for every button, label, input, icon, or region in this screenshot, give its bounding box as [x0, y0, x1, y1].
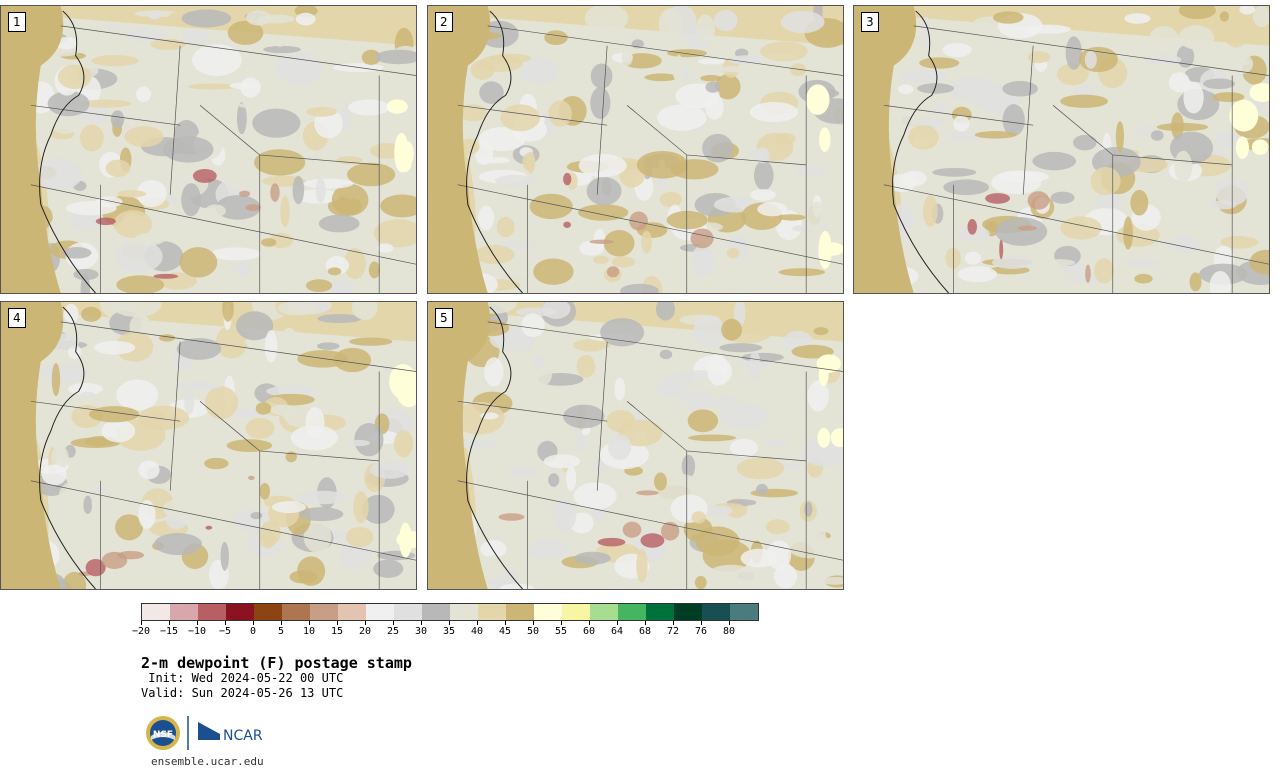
member-panel-4[interactable]: 4 — [0, 301, 417, 590]
colorbar-tick-label: 80 — [722, 626, 736, 637]
colorbar-segment — [562, 604, 590, 620]
colorbar-segment — [674, 604, 702, 620]
colorbar-tick — [561, 621, 562, 625]
colorbar-tick-label: 5 — [277, 626, 285, 637]
dewpoint-map-2 — [428, 6, 843, 293]
colorbar-tick-label: 25 — [386, 626, 400, 637]
colorbar-tick-label: 35 — [442, 626, 456, 637]
site-url[interactable]: ensemble.ucar.edu — [151, 755, 264, 768]
colorbar-ticks: −20 −15 −10 −5 0 5 10 15 20 25 30 35 40 45 50 55 60 64 68 7… — [132, 621, 757, 641]
colorbar-segment — [310, 604, 338, 620]
ncar-logo-text: NCAR — [223, 728, 263, 744]
colorbar-tick-label: 20 — [358, 626, 372, 637]
member-panel-2[interactable]: 2 — [427, 5, 844, 294]
colorbar-tick — [393, 621, 394, 625]
colorbar-tick — [673, 621, 674, 625]
colorbar-tick — [309, 621, 310, 625]
colorbar-tick — [449, 621, 450, 625]
colorbar-tick-label: 0 — [249, 626, 257, 637]
colorbar-tick — [253, 621, 254, 625]
colorbar-tick-label: −20 — [131, 626, 151, 637]
colorbar-tick-label: 50 — [526, 626, 540, 637]
dewpoint-map-5 — [428, 302, 843, 589]
colorbar-segment — [422, 604, 450, 620]
colorbar-segment — [198, 604, 226, 620]
colorbar-segment — [646, 604, 674, 620]
dewpoint-map-1 — [1, 6, 416, 293]
product-title: 2-m dewpoint (F) postage stamp — [141, 654, 412, 672]
colorbar-tick — [365, 621, 366, 625]
colorbar-tick — [197, 621, 198, 625]
colorbar-tick — [533, 621, 534, 625]
colorbar-segment — [254, 604, 282, 620]
colorbar-tick-label: −5 — [218, 626, 232, 637]
dewpoint-map-4 — [1, 302, 416, 589]
colorbar-segment — [702, 604, 730, 620]
ncar-logo-icon: NCAR — [198, 722, 263, 744]
colorbar-tick — [729, 621, 730, 625]
colorbar-tick — [505, 621, 506, 625]
logos: NSF NCAR — [145, 714, 275, 752]
member-label-4: 4 — [8, 308, 26, 328]
colorbar-tick-label: 45 — [498, 626, 512, 637]
colorbar — [141, 603, 759, 621]
valid-time: Valid: Sun 2024-05-26 13 UTC — [141, 686, 344, 700]
colorbar-tick-label: 15 — [330, 626, 344, 637]
colorbar-segment — [226, 604, 254, 620]
colorbar-tick — [589, 621, 590, 625]
colorbar-tick-label: −15 — [159, 626, 179, 637]
colorbar-tick — [421, 621, 422, 625]
colorbar-tick-label: 72 — [666, 626, 680, 637]
colorbar-tick — [477, 621, 478, 625]
colorbar-tick — [169, 621, 170, 625]
colorbar-segment — [338, 604, 366, 620]
nsf-logo-icon: NSF — [146, 716, 180, 750]
colorbar-tick-label: 30 — [414, 626, 428, 637]
colorbar-segment — [366, 604, 394, 620]
colorbar-tick-label: −10 — [187, 626, 207, 637]
colorbar-tick-label: 64 — [610, 626, 624, 637]
colorbar-tick — [617, 621, 618, 625]
colorbar-segment — [534, 604, 562, 620]
member-label-3: 3 — [861, 12, 879, 32]
nsf-logo-text: NSF — [153, 730, 173, 740]
colorbar-segment — [170, 604, 198, 620]
colorbar-segment — [282, 604, 310, 620]
colorbar-tick-label: 55 — [554, 626, 568, 637]
member-label-5: 5 — [435, 308, 453, 328]
colorbar-tick — [337, 621, 338, 625]
colorbar-segment — [506, 604, 534, 620]
colorbar-tick — [141, 621, 142, 625]
colorbar-segment — [450, 604, 478, 620]
init-time: Init: Wed 2024-05-22 00 UTC — [141, 671, 344, 685]
dewpoint-map-3 — [854, 6, 1269, 293]
member-label-1: 1 — [8, 12, 26, 32]
colorbar-segment — [142, 604, 170, 620]
colorbar-segment — [730, 604, 758, 620]
colorbar-tick — [281, 621, 282, 625]
member-panel-3[interactable]: 3 — [853, 5, 1270, 294]
member-panel-1[interactable]: 1 — [0, 5, 417, 294]
colorbar-segment — [478, 604, 506, 620]
colorbar-segment — [394, 604, 422, 620]
colorbar-segment — [590, 604, 618, 620]
colorbar-tick-label: 60 — [582, 626, 596, 637]
colorbar-tick — [645, 621, 646, 625]
colorbar-tick — [225, 621, 226, 625]
colorbar-tick — [701, 621, 702, 625]
colorbar-tick-label: 68 — [638, 626, 652, 637]
colorbar-tick-label: 10 — [302, 626, 316, 637]
colorbar-tick-label: 40 — [470, 626, 484, 637]
colorbar-tick-label: 76 — [694, 626, 708, 637]
member-panel-5[interactable]: 5 — [427, 301, 844, 590]
colorbar-segment — [618, 604, 646, 620]
member-label-2: 2 — [435, 12, 453, 32]
